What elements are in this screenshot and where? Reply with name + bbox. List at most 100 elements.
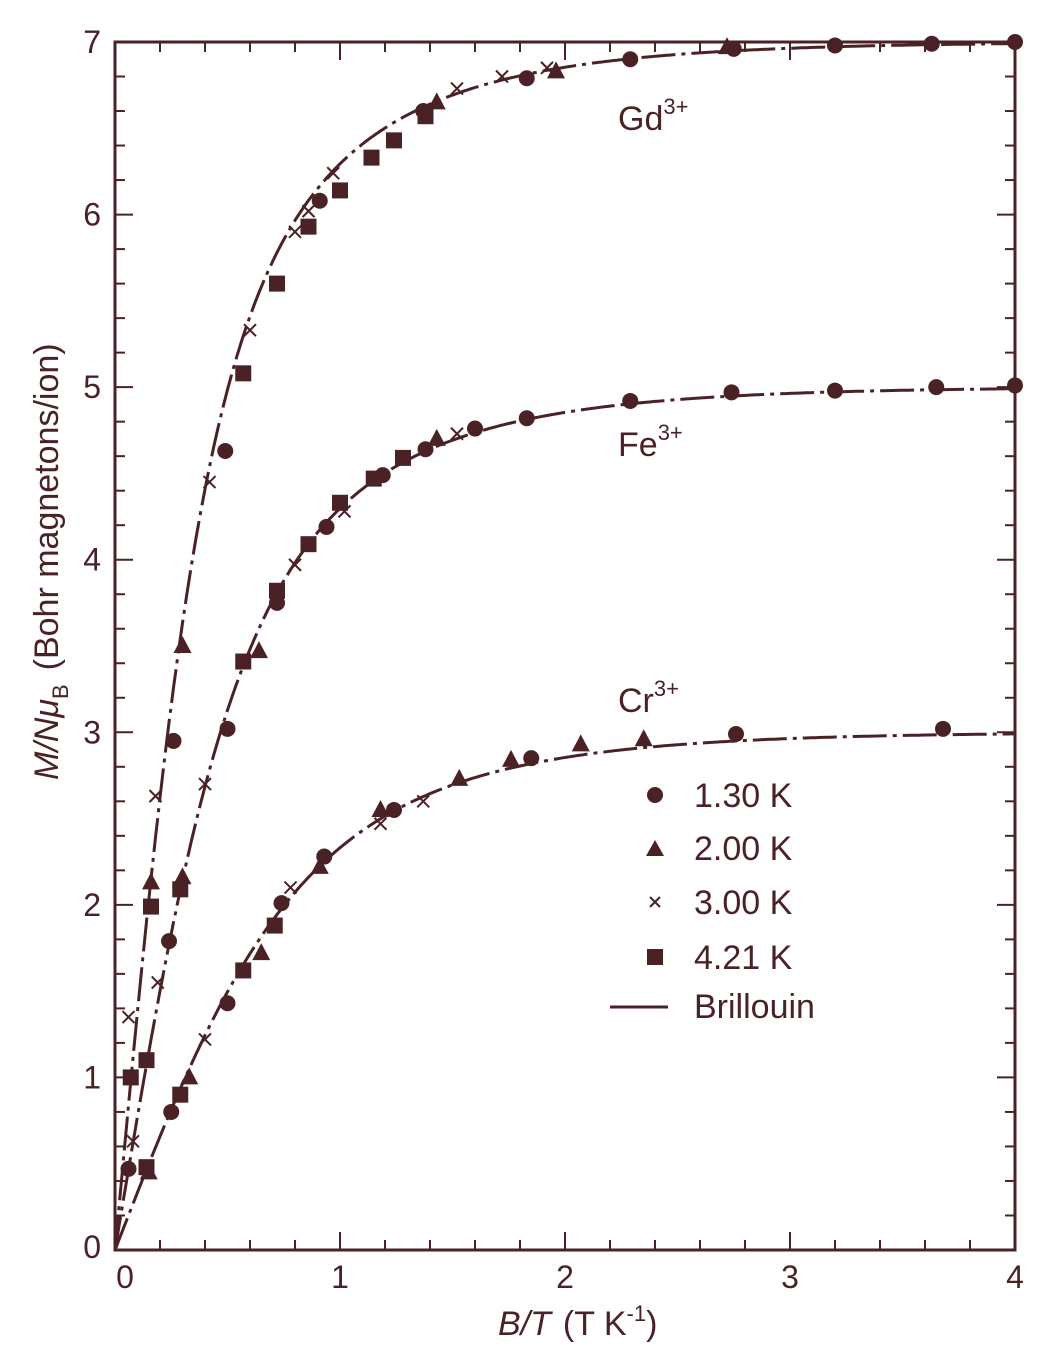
data-point-circle bbox=[622, 392, 639, 409]
brillouin-curve-cr bbox=[113, 732, 1015, 1251]
data-point-cross bbox=[373, 817, 388, 831]
data-point-circle bbox=[622, 51, 639, 68]
legend-marker-square bbox=[647, 949, 663, 965]
data-point-circle bbox=[728, 726, 744, 743]
data-point-circle bbox=[1007, 34, 1023, 50]
data-point-cross bbox=[148, 789, 163, 803]
data-point-cross bbox=[288, 558, 302, 572]
x-tick-label: 2 bbox=[556, 1259, 574, 1295]
data-point-cross bbox=[198, 777, 212, 791]
data-point-cross bbox=[540, 61, 554, 75]
data-point-cross bbox=[198, 1032, 212, 1047]
data-point-cross bbox=[450, 81, 464, 96]
data-point-circle bbox=[219, 720, 236, 737]
legend-label-3-00k: 3.00 K bbox=[694, 884, 793, 922]
data-point-cross bbox=[288, 225, 302, 239]
data-point-triangle bbox=[310, 856, 329, 874]
x-tick-label: 0 bbox=[116, 1259, 134, 1295]
data-point-cross bbox=[301, 204, 316, 218]
data-point-cross bbox=[151, 975, 165, 990]
data-point-square bbox=[172, 881, 189, 898]
data-point-cross bbox=[416, 794, 430, 809]
data-point-cross bbox=[202, 475, 217, 489]
y-axis-title: M/NμB(Bohr magnetons/ion) bbox=[28, 343, 73, 780]
y-tick-label: 6 bbox=[83, 197, 101, 233]
data-point-square bbox=[386, 132, 402, 149]
data-point-triangle bbox=[502, 749, 520, 767]
data-points bbox=[120, 34, 1023, 1180]
data-point-circle bbox=[163, 1103, 180, 1120]
brillouin-curve-gd bbox=[113, 42, 1015, 1251]
data-point-triangle bbox=[571, 734, 590, 752]
data-point-circle bbox=[217, 442, 234, 459]
x-axis-title: B/T (T K-1) bbox=[498, 1301, 657, 1343]
y-tick-label: 5 bbox=[83, 369, 101, 405]
legend-label-2-00k: 2.00 K bbox=[694, 830, 793, 868]
data-point-cross bbox=[283, 880, 298, 895]
data-point-triangle bbox=[634, 729, 653, 747]
x-tick-label: 1 bbox=[331, 1259, 349, 1295]
x-tick-label: 3 bbox=[781, 1259, 799, 1295]
data-point-circle bbox=[518, 70, 535, 87]
data-point-triangle bbox=[180, 1067, 199, 1085]
data-point-triangle bbox=[547, 61, 565, 79]
data-point-square bbox=[138, 1159, 155, 1176]
data-point-circle bbox=[1007, 377, 1023, 394]
data-point-triangle bbox=[427, 92, 446, 110]
legend-marker-triangle bbox=[646, 840, 664, 856]
y-tick-label: 0 bbox=[83, 1229, 101, 1265]
data-point-circle bbox=[165, 732, 182, 749]
data-point-square bbox=[417, 108, 434, 125]
data-point-square bbox=[363, 149, 380, 166]
y-tick-label: 3 bbox=[83, 714, 101, 750]
data-point-triangle bbox=[427, 428, 446, 446]
data-point-square bbox=[269, 275, 285, 292]
data-point-square bbox=[143, 898, 159, 915]
data-point-circle bbox=[723, 384, 740, 401]
data-point-square bbox=[266, 917, 283, 934]
data-point-triangle bbox=[718, 37, 736, 55]
data-point-cross bbox=[126, 1134, 140, 1148]
data-point-square bbox=[122, 1069, 139, 1086]
data-point-circle bbox=[935, 720, 951, 737]
data-point-square bbox=[365, 470, 382, 487]
data-point-square bbox=[332, 494, 348, 511]
data-point-circle bbox=[161, 933, 177, 950]
brillouin-curves bbox=[113, 42, 1015, 1251]
data-point-circle bbox=[269, 594, 285, 611]
data-point-square bbox=[138, 1052, 155, 1069]
data-point-circle bbox=[120, 1160, 137, 1177]
x-tick-label: 4 bbox=[1006, 1259, 1024, 1295]
data-point-triangle bbox=[173, 636, 192, 653]
data-point-cross bbox=[326, 166, 340, 180]
legend: 1.30 K 2.00 K 3.00 K 4.21 K Brillouin bbox=[610, 777, 815, 1026]
data-point-circle bbox=[311, 192, 328, 209]
data-point-circle bbox=[273, 895, 290, 912]
data-point-circle bbox=[928, 379, 945, 396]
legend-marker-circle bbox=[647, 787, 663, 803]
legend-label-brillouin: Brillouin bbox=[694, 988, 815, 1026]
ion-label-fe: Fe3+ bbox=[618, 420, 683, 464]
tick-labels: 0 1 2 3 4 0 1 2 3 4 5 6 7 bbox=[83, 24, 1024, 1295]
data-point-square bbox=[235, 962, 252, 979]
data-point-square bbox=[395, 449, 411, 466]
data-point-triangle bbox=[450, 768, 469, 786]
data-point-triangle bbox=[173, 867, 192, 885]
data-point-circle bbox=[827, 382, 843, 399]
legend-label-1-30k: 1.30 K bbox=[694, 777, 793, 815]
y-tick-label: 4 bbox=[83, 542, 101, 578]
data-point-circle bbox=[523, 750, 540, 767]
data-point-square bbox=[300, 218, 317, 235]
data-point-circle bbox=[518, 410, 535, 427]
data-point-circle bbox=[923, 35, 940, 52]
data-point-square bbox=[300, 536, 317, 553]
data-point-cross bbox=[243, 323, 257, 337]
data-point-square bbox=[235, 653, 252, 670]
y-tick-label: 2 bbox=[83, 887, 101, 923]
data-point-square bbox=[269, 582, 285, 599]
data-point-cross bbox=[121, 1010, 136, 1024]
brillouin-curve-fe bbox=[113, 387, 1015, 1251]
y-tick-label: 1 bbox=[83, 1059, 101, 1095]
data-point-circle bbox=[318, 518, 335, 535]
